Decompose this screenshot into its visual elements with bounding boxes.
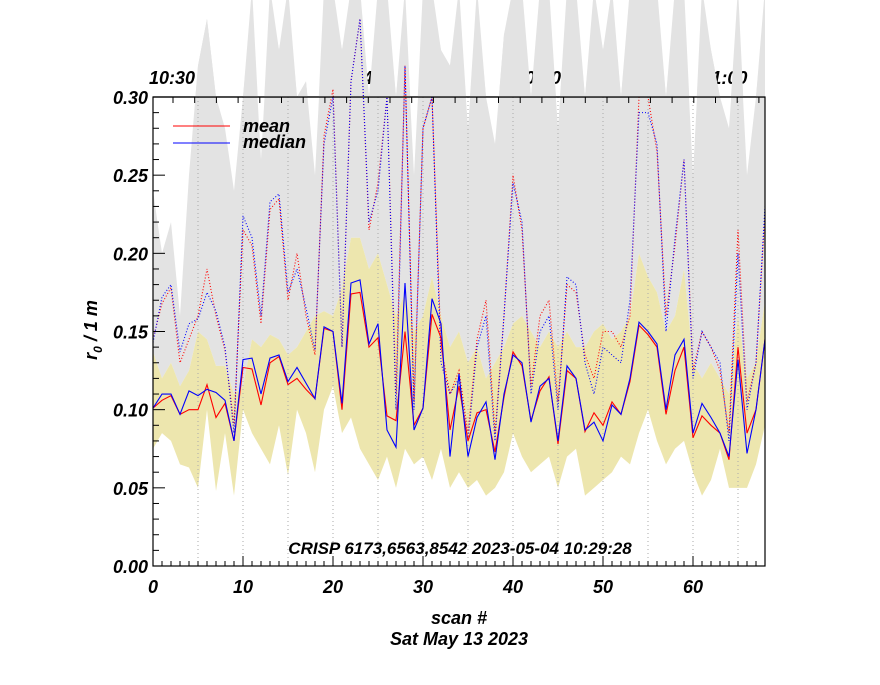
date-label: Sat May 13 2023 <box>390 629 528 649</box>
x-tick-label: 0 <box>148 577 158 597</box>
bands <box>153 0 765 496</box>
series-lines <box>153 18 765 460</box>
x-tick-label: 40 <box>502 577 523 597</box>
y-tick-label: 0.00 <box>113 557 148 577</box>
top-tick-label: 10:30 <box>149 68 195 88</box>
x-tick-label: 50 <box>593 577 613 597</box>
y-tick-label: 0.25 <box>113 166 149 186</box>
y-tick-label: 0.15 <box>113 323 149 343</box>
mean-line <box>153 291 765 460</box>
inner-band <box>153 237 765 496</box>
axes: 0 10 20 30 40 50 60 0.00 0.05 0.10 0.15 0.20 0.25 0.3… <box>113 88 766 597</box>
x-axis-label: scan # <box>431 608 487 628</box>
outer-band-overflow-shape <box>153 0 765 97</box>
mean-upper-line <box>153 18 765 434</box>
y-tick-label: 0.10 <box>113 401 148 421</box>
x-tick-label: 20 <box>322 577 343 597</box>
legend-median-label: median <box>243 132 306 152</box>
y-tick-label: 0.05 <box>113 479 149 499</box>
median-line <box>153 279 765 460</box>
y-tick-label: 0.30 <box>113 88 148 108</box>
x-tick-label: 30 <box>413 577 433 597</box>
x-tick-label: 10 <box>233 577 253 597</box>
legend: mean median <box>173 116 306 152</box>
outer-band <box>153 0 765 395</box>
y-tick-label: 0.20 <box>113 244 148 264</box>
annotation: CRISP 6173,6563,8542 2023-05-04 10:29:28 <box>288 539 632 558</box>
y-axis-label: r0 / 1 m <box>81 300 105 360</box>
outer-band-overflow <box>153 0 765 98</box>
legend-mean-label: mean <box>243 116 290 136</box>
x-tick-label: 60 <box>683 577 703 597</box>
